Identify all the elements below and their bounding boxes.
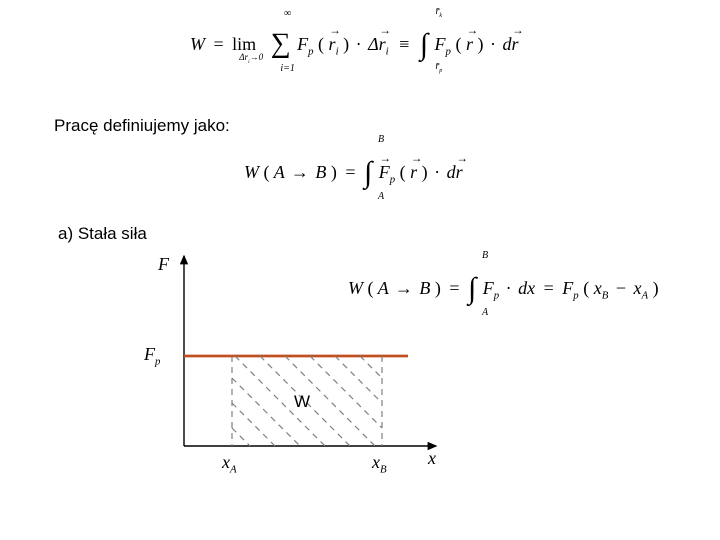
integral-1: r̄k ∫ r̄p [420,22,428,56]
dot-2: · [488,34,498,54]
rparen-2: ) [477,34,483,54]
B: B [315,162,326,182]
rparen-3: ) [331,162,337,182]
delta-r: Δri [368,34,389,54]
r-vec-2: r [466,34,473,55]
x-axis-label: x [428,448,436,469]
equals-2: = [341,162,359,182]
Fp-term-5: Fp [562,278,583,298]
r-vec-3: r [410,162,417,183]
work-chart: F Fp x xA xB W [140,248,440,478]
chart-svg [140,248,440,478]
var-W: W [190,34,205,54]
rparen-1: ) [343,34,349,54]
lparen-1: ( [318,34,324,54]
xB-label: xB [372,452,387,476]
dr-term-2: dr [447,162,463,182]
Fp-term: Fp [297,34,318,54]
lparen-2: ( [455,34,461,54]
text-constant-force: a) Stała siła [58,224,147,244]
equiv: ≡ [393,34,415,54]
dot-1: · [354,34,364,54]
xA: xA [633,278,648,298]
dr-term: dr [502,34,518,54]
summation: ∞ ∑ i=1 [271,24,291,56]
lparen-3: ( [264,162,270,182]
equation-limit-definition: W = lim Δr‾i→0 ∞ ∑ i=1 Fp ( ri ) · Δri ≡… [190,24,518,58]
arrow-AB: → [289,162,311,182]
A: A [274,162,285,182]
equals-1: = [210,34,228,54]
rparen-4: ) [422,162,428,182]
Fp-term-3: Fp [379,162,400,182]
dot-4: · [504,278,514,298]
lparen-6: ( [583,278,589,298]
minus: − [613,278,629,298]
dx: dx [518,278,535,298]
integral-3: B ∫ A [468,266,476,300]
dot-3: · [432,162,442,182]
int1-top: r̄k [424,6,454,19]
integral-2: B ∫ A [364,150,372,184]
xA-label: xA [222,452,237,476]
lim-operator: lim Δr‾i→0 [232,34,256,55]
xB: xB [594,278,609,298]
text-definition: Pracę definiujemy jako: [54,116,230,136]
equation-work-AB: W ( A → B ) = B ∫ A Fp ( r ) · dr [244,152,463,186]
Fp-term-2: Fp [435,34,456,54]
page: W = lim Δr‾i→0 ∞ ∑ i=1 Fp ( ri ) · Δri ≡… [0,0,720,540]
equals-3: = [445,278,463,298]
lim-subscript: Δr‾i→0 [226,52,276,65]
lparen-4: ( [400,162,406,182]
int1-bot: r̄p [424,61,454,74]
r-vec-1: r [329,34,336,55]
fp-label: Fp [144,344,160,368]
equals-4: = [540,278,558,298]
Fp-term-4: Fp [483,278,504,298]
y-axis-label: F [158,254,169,275]
rparen-6: ) [653,278,659,298]
W-area-label: W [294,392,310,412]
var-W-2: W [244,162,259,182]
